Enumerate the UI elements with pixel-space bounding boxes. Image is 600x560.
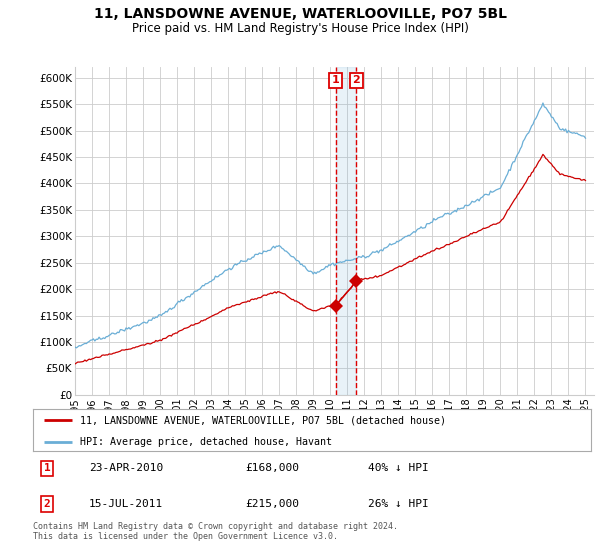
Text: 23-APR-2010: 23-APR-2010 (89, 464, 163, 473)
Text: Price paid vs. HM Land Registry's House Price Index (HPI): Price paid vs. HM Land Registry's House … (131, 22, 469, 35)
Text: £168,000: £168,000 (245, 464, 299, 473)
Text: HPI: Average price, detached house, Havant: HPI: Average price, detached house, Hava… (80, 437, 332, 446)
Text: 26% ↓ HPI: 26% ↓ HPI (368, 499, 428, 509)
Text: 11, LANSDOWNE AVENUE, WATERLOOVILLE, PO7 5BL (detached house): 11, LANSDOWNE AVENUE, WATERLOOVILLE, PO7… (80, 415, 446, 425)
Text: 40% ↓ HPI: 40% ↓ HPI (368, 464, 428, 473)
Text: £215,000: £215,000 (245, 499, 299, 509)
Text: 2: 2 (44, 499, 50, 509)
Text: 2: 2 (353, 76, 361, 86)
Text: 1: 1 (332, 76, 340, 86)
Text: 11, LANSDOWNE AVENUE, WATERLOOVILLE, PO7 5BL: 11, LANSDOWNE AVENUE, WATERLOOVILLE, PO7… (94, 7, 506, 21)
Text: 15-JUL-2011: 15-JUL-2011 (89, 499, 163, 509)
Text: 1: 1 (44, 464, 50, 473)
Bar (335, 67, 356, 395)
Text: Contains HM Land Registry data © Crown copyright and database right 2024.
This d: Contains HM Land Registry data © Crown c… (33, 522, 398, 542)
